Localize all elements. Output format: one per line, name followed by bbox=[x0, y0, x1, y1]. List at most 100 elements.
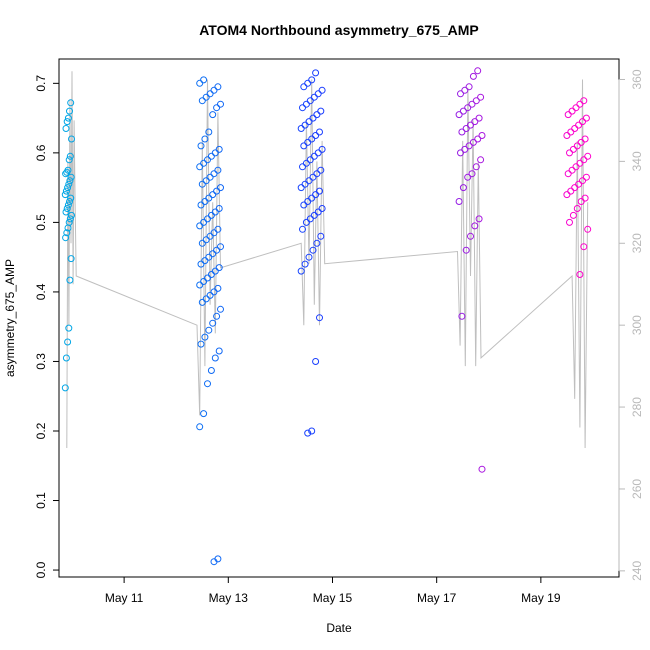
scatter-point bbox=[457, 149, 464, 157]
scatter-point bbox=[209, 250, 217, 258]
scatter-point bbox=[211, 267, 219, 275]
scatter-point bbox=[576, 271, 584, 278]
scatter-point bbox=[64, 114, 72, 122]
scatter-point bbox=[573, 205, 581, 212]
scatter-point bbox=[201, 198, 209, 205]
scatter-point bbox=[461, 86, 469, 94]
scatter-point bbox=[204, 215, 211, 223]
scatter-point bbox=[579, 118, 586, 126]
scatter-point bbox=[210, 170, 218, 178]
scatter-point bbox=[318, 86, 326, 94]
scatter-point bbox=[461, 145, 469, 153]
scatter-point bbox=[312, 358, 320, 365]
scatter-point bbox=[572, 104, 580, 112]
scatter-point bbox=[63, 205, 71, 212]
scatter-point bbox=[576, 159, 584, 167]
scatter-point bbox=[317, 166, 325, 174]
scatter-point bbox=[217, 184, 224, 192]
scatter-point bbox=[300, 201, 308, 209]
scatter-point bbox=[297, 267, 305, 275]
scatter-point bbox=[317, 107, 325, 115]
scatter-point bbox=[309, 246, 317, 254]
scatter-point bbox=[67, 194, 75, 202]
scatter-point bbox=[196, 281, 204, 289]
scatter-point bbox=[217, 305, 224, 313]
scatter-point bbox=[459, 184, 467, 192]
scatter-point bbox=[65, 180, 73, 188]
scatter-point bbox=[563, 191, 571, 199]
scatter-point bbox=[312, 191, 320, 199]
y2-tick-label: 260 bbox=[630, 479, 644, 499]
scatter-point bbox=[580, 243, 588, 251]
y2-tick-label: 280 bbox=[630, 397, 644, 417]
y-tick-label: 0.5 bbox=[34, 214, 48, 231]
scatter-point bbox=[313, 239, 321, 247]
scatter-point bbox=[472, 97, 480, 105]
scatter-point bbox=[201, 135, 209, 143]
scatter-point bbox=[217, 243, 224, 251]
scatter-point bbox=[209, 319, 217, 327]
scatter-point bbox=[301, 180, 309, 188]
scatter-point bbox=[305, 253, 313, 261]
scatter-point bbox=[566, 218, 573, 226]
scatter-point bbox=[207, 152, 215, 160]
scatter-point bbox=[308, 76, 316, 84]
scatter-point bbox=[215, 145, 223, 153]
scatter-point bbox=[465, 142, 473, 150]
scatter-point bbox=[215, 347, 223, 355]
scatter-point bbox=[302, 218, 310, 226]
scatter-point bbox=[300, 142, 308, 150]
scatter-point bbox=[462, 125, 470, 132]
scatter-point bbox=[302, 100, 310, 108]
scatter-point bbox=[474, 135, 482, 143]
scatter-point bbox=[62, 234, 70, 242]
scatter-point bbox=[211, 208, 219, 216]
scatter-point bbox=[459, 107, 467, 115]
scatter-point bbox=[457, 90, 464, 98]
scatter-point bbox=[197, 201, 205, 209]
scatter-point bbox=[62, 354, 70, 362]
scatter-point bbox=[310, 211, 318, 219]
scatter-point bbox=[66, 215, 74, 223]
scatter-point bbox=[575, 180, 583, 188]
x-tick-label: May 13 bbox=[209, 591, 249, 605]
scatter-point bbox=[205, 326, 213, 334]
scatter-point bbox=[308, 135, 316, 143]
scatter-point bbox=[211, 149, 219, 157]
chart-title: ATOM4 Northbound asymmetry_675_AMP bbox=[199, 22, 479, 38]
scatter-point bbox=[63, 118, 71, 126]
y-tick-label: 0.6 bbox=[34, 144, 48, 161]
scatter-point bbox=[572, 163, 580, 171]
scatter-point bbox=[468, 100, 476, 108]
scatter-point bbox=[566, 149, 573, 157]
scatter-point bbox=[204, 380, 211, 388]
scatter-point bbox=[304, 138, 312, 146]
scatter-point bbox=[204, 274, 211, 282]
scatter-point bbox=[579, 177, 586, 185]
scatter-point bbox=[202, 236, 210, 244]
y2-tick-label: 360 bbox=[630, 69, 644, 89]
scatter-point bbox=[568, 107, 576, 115]
scatter-point bbox=[478, 465, 486, 473]
scatter-point bbox=[305, 118, 313, 126]
scatter-point bbox=[305, 177, 313, 185]
scatter-point bbox=[215, 205, 223, 212]
scatter-point bbox=[64, 184, 72, 192]
scatter-point bbox=[582, 173, 590, 181]
scatter-point bbox=[62, 208, 70, 216]
scatter-point bbox=[471, 222, 479, 230]
scatter-point bbox=[68, 211, 75, 219]
scatter-point bbox=[299, 104, 306, 112]
scatter-point bbox=[581, 194, 589, 202]
scatter-point bbox=[205, 128, 213, 136]
scatter-point bbox=[569, 145, 577, 153]
scatter-point bbox=[467, 121, 474, 129]
scatter-point bbox=[299, 163, 306, 171]
scatter-point bbox=[568, 166, 576, 174]
scatter-point bbox=[308, 427, 316, 435]
scatter-point bbox=[314, 149, 322, 157]
x-axis-label: Date bbox=[326, 621, 352, 635]
scatter-point bbox=[575, 121, 583, 129]
scatter-point bbox=[306, 215, 314, 223]
